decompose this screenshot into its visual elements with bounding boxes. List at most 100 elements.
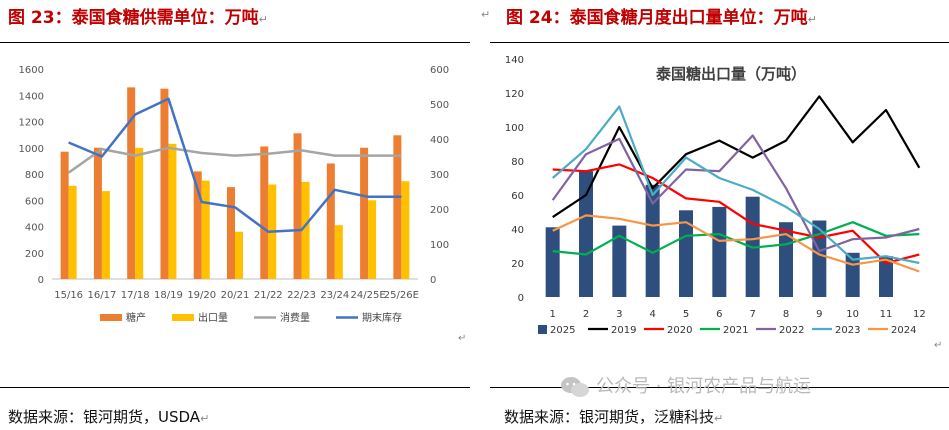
bottom-rule-right	[490, 387, 949, 388]
bar-糖产	[160, 88, 169, 279]
x-tick-label: 6	[716, 309, 722, 320]
y-left-tick-label: 1400	[19, 91, 44, 102]
bottom-rule-left	[0, 387, 470, 388]
legend-label-消费量: 消费量	[280, 311, 310, 324]
x-tick-label: 25/26E	[384, 290, 419, 301]
bar-2025	[545, 227, 560, 297]
legend-label-2025: 2025	[550, 325, 575, 336]
y-tick-label: 0	[518, 293, 524, 304]
left-source-note: 数据来源：银河期货，USDA↵	[8, 408, 210, 426]
line-消费量	[67, 146, 402, 174]
return-mark-icon: ↵	[714, 412, 724, 425]
legend-swatch-出口量	[172, 314, 194, 321]
bar-糖产	[393, 135, 402, 279]
legend-label-期末库存: 期末库存	[362, 311, 402, 324]
line-2022	[551, 134, 920, 253]
left-chart-title: 图 23：泰国食糖供需单位：万吨↵	[8, 8, 268, 28]
bar-2025	[712, 206, 727, 297]
bar-2025	[645, 184, 660, 297]
return-mark-icon: ↵	[807, 13, 817, 26]
right-chart-title: 图 24：泰国食糖月度出口量单位：万吨↵	[506, 8, 817, 28]
x-tick-label: 23/24	[320, 290, 349, 301]
y-tick-label: 140	[505, 55, 524, 66]
y-right-tick-label: 400	[430, 135, 449, 146]
bar-2025	[579, 171, 593, 297]
return-mark-icon: ↵	[200, 412, 210, 425]
return-mark-icon: ↵	[258, 13, 268, 26]
x-tick-label: 24/25E	[351, 290, 386, 301]
y-left-tick-label: 200	[25, 249, 44, 260]
bar-2025	[612, 225, 627, 297]
right-source-note: 数据来源：银河期货，泛糖科技↵	[504, 408, 724, 426]
y-left-tick-label: 600	[25, 196, 44, 207]
x-tick-label: 16/17	[87, 290, 116, 301]
x-tick-label: 10	[846, 309, 859, 320]
legend-label-2020: 2020	[667, 325, 692, 336]
legend-label-糖产: 糖产	[126, 311, 146, 324]
bar-糖产	[293, 133, 302, 279]
y-right-tick-label: 0	[430, 275, 436, 286]
legend-label-出口量: 出口量	[198, 311, 228, 324]
bar-2025	[812, 220, 827, 297]
y-right-tick-label: 500	[430, 100, 449, 111]
bar-糖产	[360, 147, 369, 279]
y-right-tick-label: 600	[430, 65, 449, 76]
x-tick-label: 19/20	[187, 290, 216, 301]
x-tick-label: 21/22	[254, 290, 283, 301]
y-left-tick-label: 1200	[19, 118, 44, 129]
y-right-tick-label: 200	[430, 205, 449, 216]
legend-label-2019: 2019	[611, 325, 636, 336]
top-rule-right	[490, 42, 949, 43]
return-mark-icon: ↵	[458, 333, 467, 344]
bar-出口量	[235, 231, 243, 279]
y-right-tick-label: 300	[430, 170, 449, 181]
x-tick-label: 11	[880, 309, 893, 320]
x-tick-label: 12	[913, 309, 926, 320]
legend-label-2023: 2023	[835, 325, 860, 336]
top-rule-left	[0, 42, 470, 43]
y-tick-label: 120	[505, 89, 524, 100]
y-tick-label: 100	[505, 123, 524, 134]
y-tick-label: 20	[511, 259, 524, 270]
x-tick-label: 7	[749, 309, 755, 320]
y-tick-label: 40	[511, 225, 524, 236]
x-tick-label: 2	[583, 309, 589, 320]
x-tick-label: 9	[816, 309, 822, 320]
y-tick-label: 60	[511, 191, 524, 202]
bar-糖产	[93, 147, 102, 279]
bar-出口量	[168, 143, 177, 279]
x-tick-label: 22/23	[287, 290, 316, 301]
chart-title: 泰国糖出口量（万吨）	[655, 65, 806, 83]
thai-sugar-supply-demand-chart: 0 200 400 600 800 1000 1200 1400 1600 0 100 200 300 4…	[19, 65, 450, 324]
line-2020	[552, 163, 920, 265]
x-tick-label: 17/18	[121, 290, 150, 301]
y-left-tick-label: 1000	[19, 144, 44, 155]
x-tick-label: 1	[549, 309, 555, 320]
line-2019	[552, 95, 921, 219]
y-left-tick-label: 1600	[19, 65, 44, 76]
bar-出口量	[68, 185, 77, 279]
legend-label-2024: 2024	[891, 325, 916, 336]
bar-糖产	[127, 87, 136, 279]
bar-糖产	[326, 163, 335, 279]
x-tick-label: 8	[783, 309, 789, 320]
y-left-tick-label: 0	[38, 275, 44, 286]
x-tick-label: 20/21	[221, 290, 250, 301]
y-left-tick-label: 400	[25, 223, 44, 234]
bar-出口量	[301, 181, 310, 279]
bar-出口量	[401, 181, 410, 279]
bar-糖产	[193, 171, 202, 279]
bar-出口量	[368, 200, 377, 279]
watermark: 公众号 · 银河农产品与航运	[560, 372, 811, 398]
line-期末库存	[68, 97, 402, 234]
x-tick-label: 4	[649, 309, 655, 320]
x-tick-label: 18/19	[154, 290, 183, 301]
x-tick-label: 3	[616, 309, 622, 320]
return-mark-icon: ↵	[481, 8, 491, 21]
legend-label-2021: 2021	[723, 325, 748, 336]
bar-糖产	[60, 151, 69, 279]
bar-出口量	[201, 180, 210, 279]
x-tick-label: 15/16	[54, 290, 83, 301]
line-2023	[551, 105, 920, 265]
